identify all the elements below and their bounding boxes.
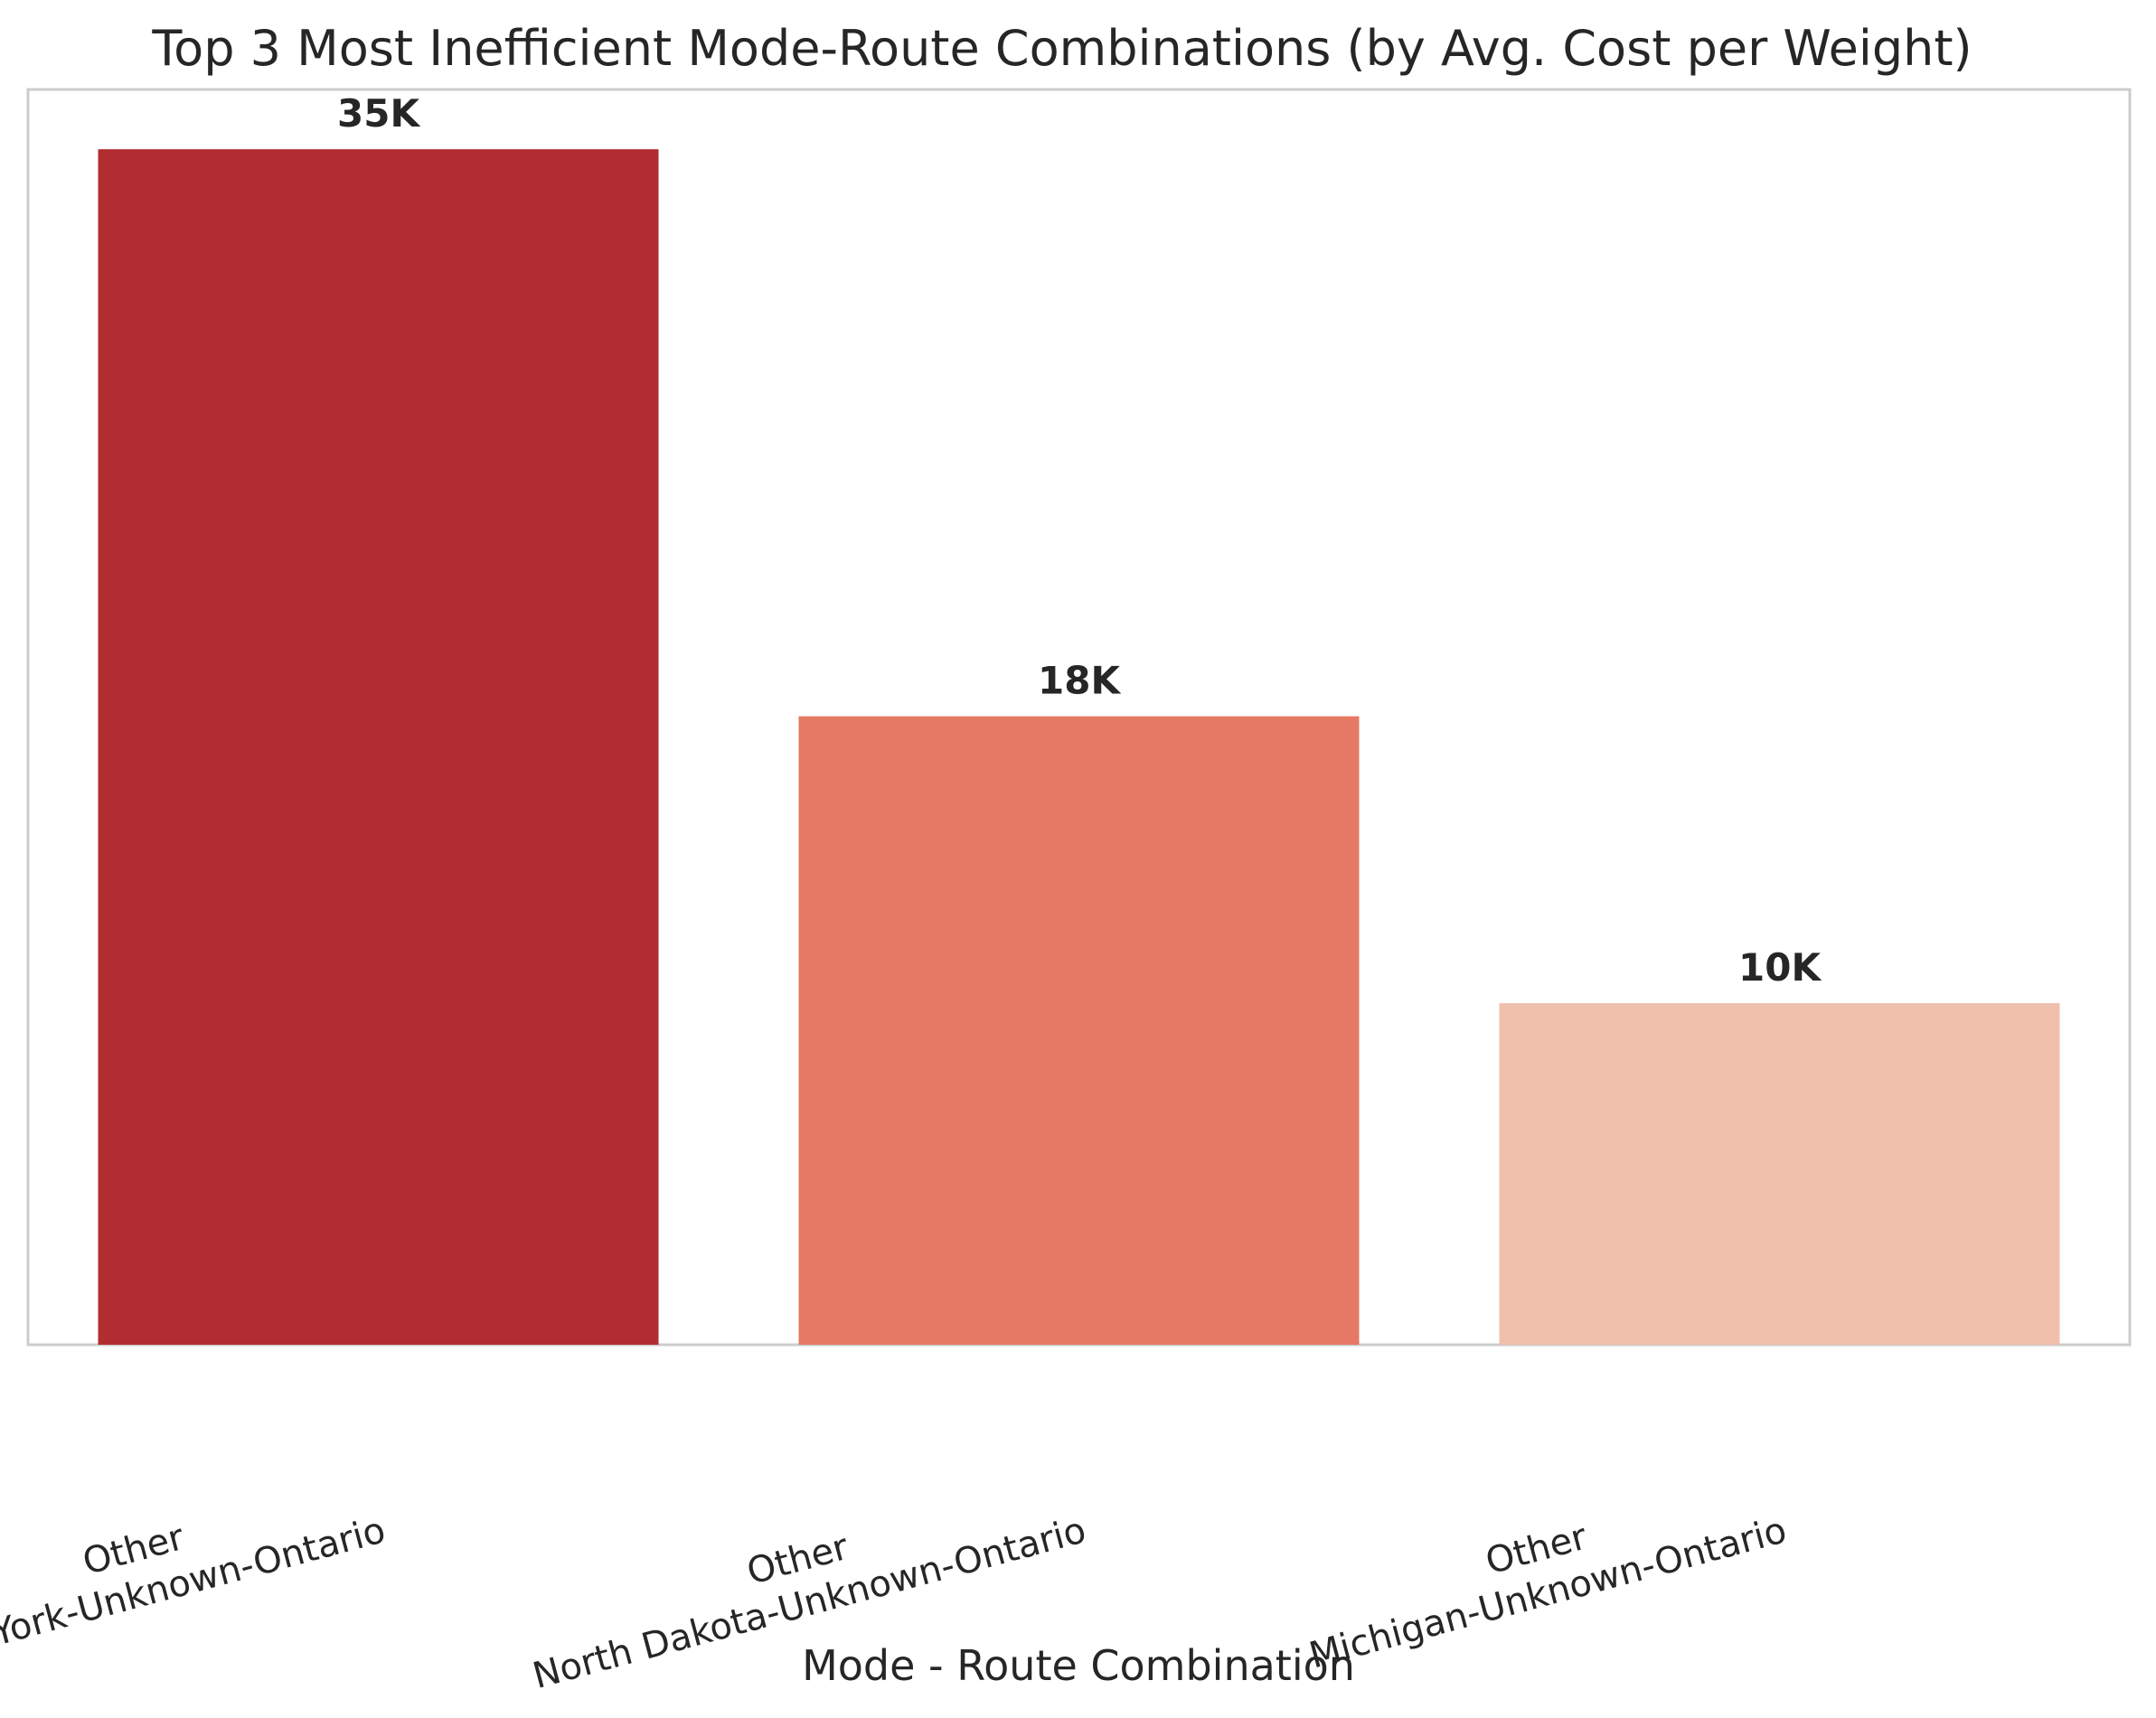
bar-3 — [1499, 1003, 2060, 1345]
bar-value-label-3: 10K — [1738, 945, 1822, 990]
x-axis-label: Mode - Route Combination — [802, 1641, 1355, 1690]
bar-1 — [98, 149, 659, 1346]
x-tick-label-1-line-2: New York-Unknown-Ontario — [0, 1509, 390, 1677]
chart-title: Top 3 Most Inefficient Mode-Route Combin… — [151, 20, 1972, 77]
bar-2 — [798, 716, 1360, 1345]
bars-layer — [98, 149, 2060, 1346]
x-tick-label-1: OtherNew York-Unknown-Ontario — [0, 1509, 390, 1677]
value-labels-layer: 35K 18K 10K — [337, 91, 1822, 990]
bar-value-label-2: 18K — [1038, 659, 1121, 703]
bar-value-label-1: 35K — [337, 91, 420, 136]
